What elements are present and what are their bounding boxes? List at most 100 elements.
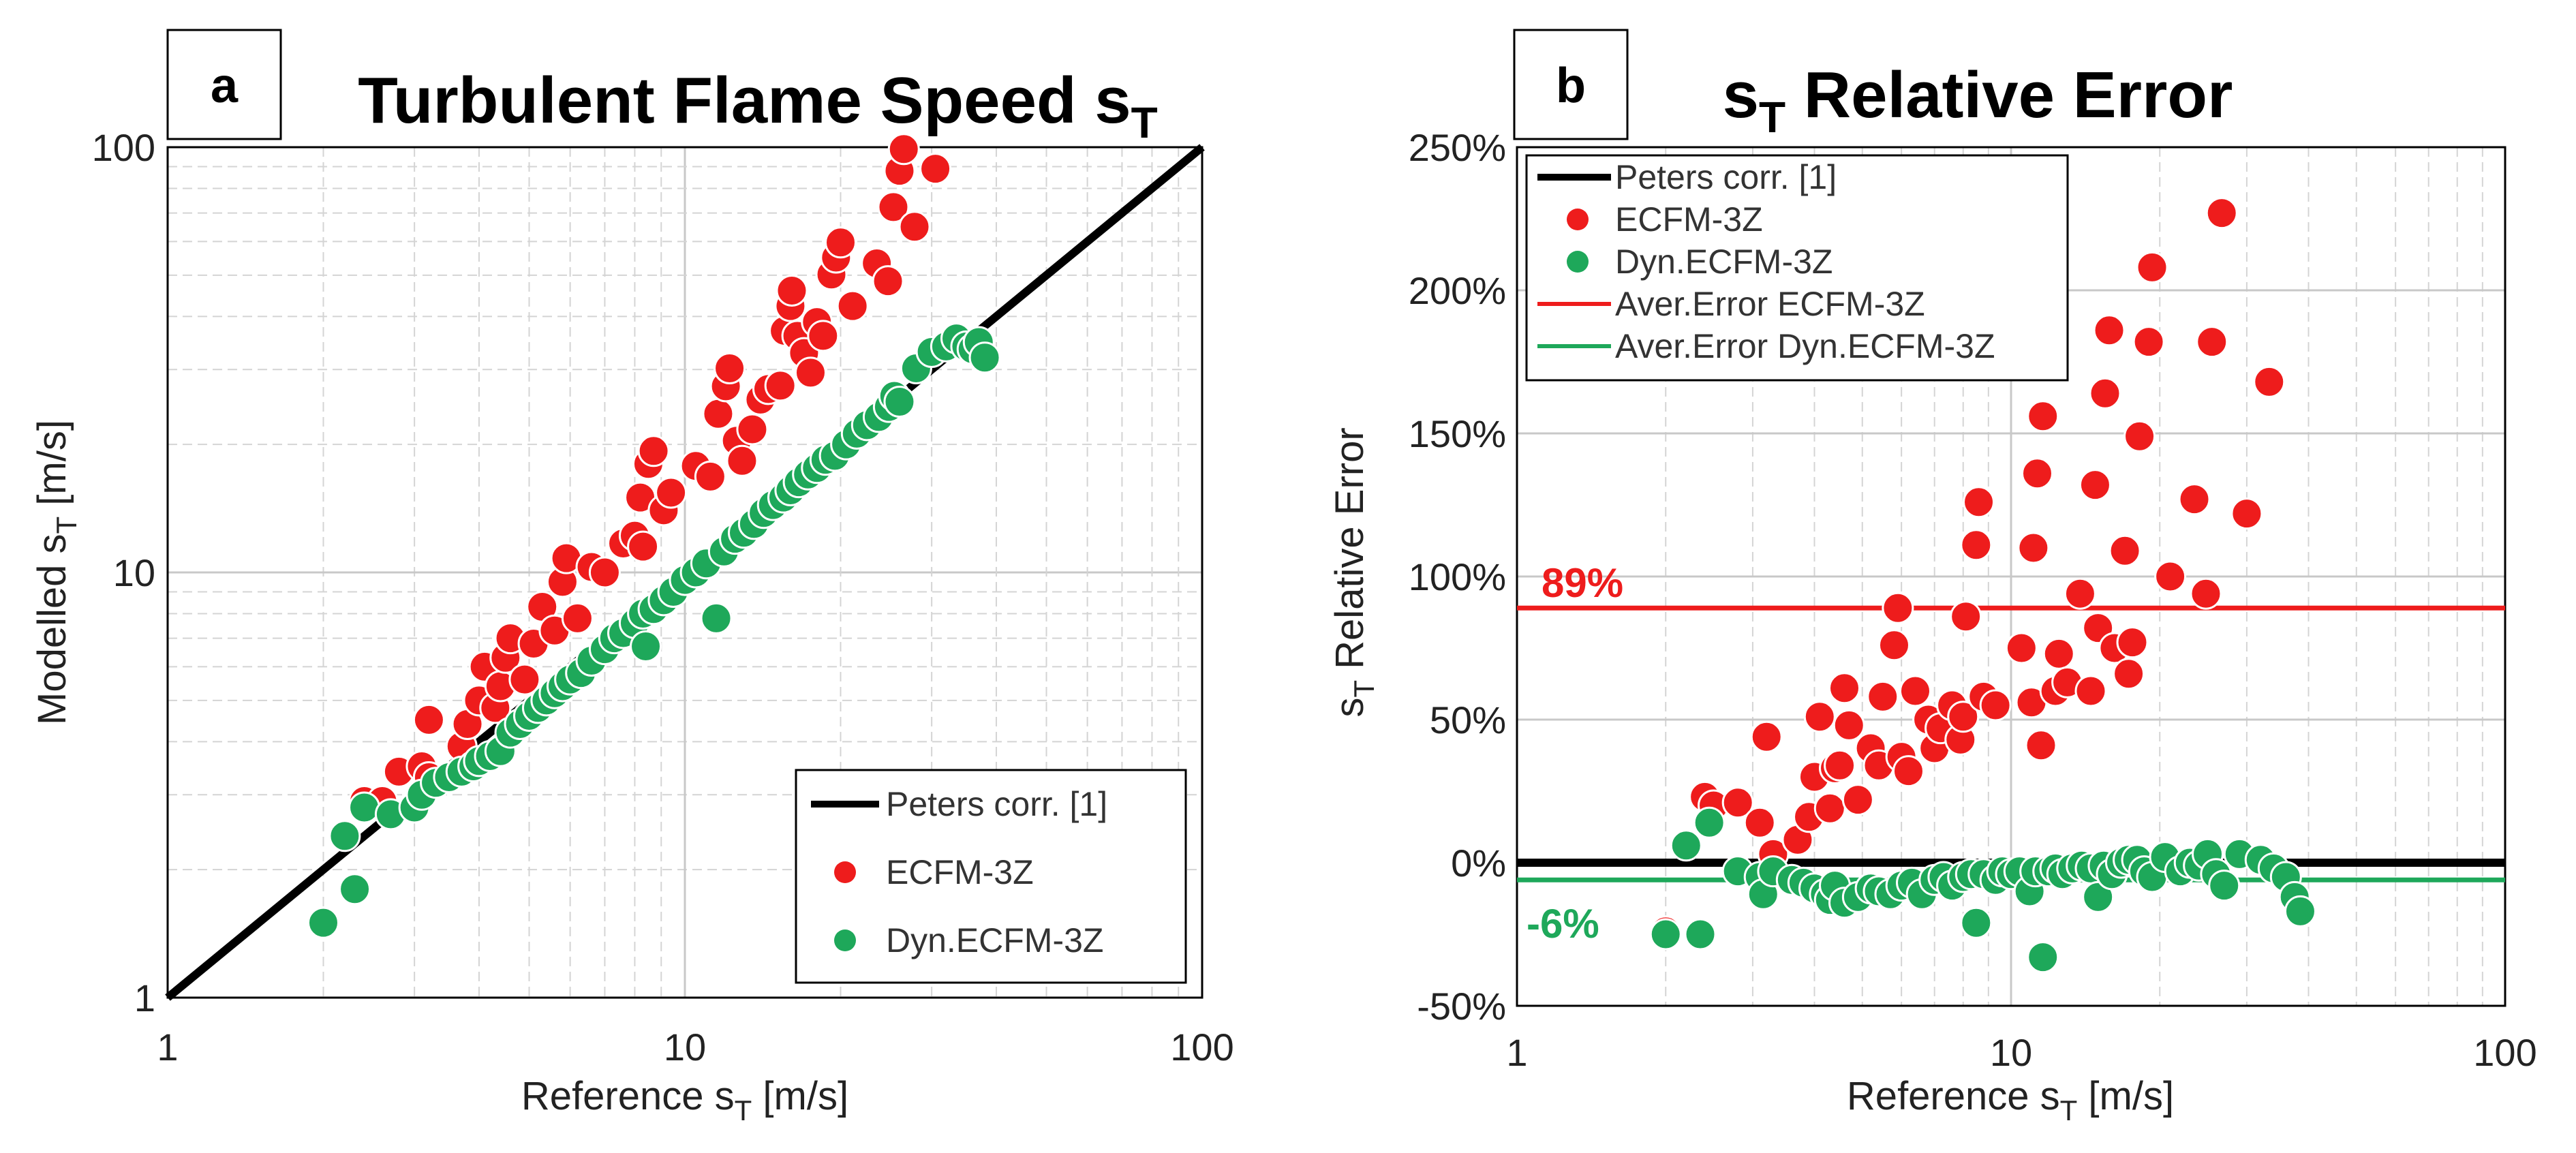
x-tick-label: 1: [1506, 1031, 1527, 1074]
panel-a-ecfm-point: [824, 226, 857, 259]
panel-b-ecfm-point: [1892, 755, 1925, 788]
panel-b-ecfm-point: [2178, 483, 2211, 516]
panel-a-ecfm-point: [877, 191, 910, 224]
panel-a-letter: a: [211, 59, 239, 113]
x-tick-label: 100: [1170, 1026, 1233, 1069]
panel-b-ecfm-point: [1743, 806, 1776, 839]
panel-a-ecfm-point: [836, 290, 869, 322]
panel-b-ecfm-point: [1828, 672, 1860, 705]
panel-b-plot-frame: [1516, 146, 2506, 1007]
panel-b-y-axis-label: sT Relative Error: [1328, 427, 1380, 717]
panel-b-ecfm-point: [2021, 457, 2053, 490]
y-tick-label: 200%: [1409, 269, 1506, 312]
panel-b-ecfm-point: [1833, 709, 1865, 741]
panel-b-letter: b: [1556, 59, 1586, 113]
y-tick-label: 250%: [1409, 126, 1506, 169]
panel-b-ecfm-point: [2042, 637, 2075, 670]
panel-a-dyn-point: [348, 791, 381, 824]
panel-a-ecfm-point: [794, 356, 827, 389]
panel-b-legend-marker-ecfm: [1567, 209, 1589, 230]
panel-b-ecfm-point: [2205, 197, 2238, 230]
panel-a-legend: Peters corr. [1] ECFM-3Z Dyn.ECFM-3Z: [795, 769, 1187, 984]
panel-b-legend-label-ecfm: ECFM-3Z: [1615, 200, 1763, 239]
panel-b-ecfm-point: [1960, 529, 1993, 562]
panel-a-ecfm-point: [694, 460, 726, 493]
panel-a-ecfm-point: [764, 369, 797, 402]
panel-a-ecfm-point: [807, 320, 840, 352]
y-tick-label: 150%: [1409, 412, 1506, 455]
y-tick-label: 1: [134, 977, 155, 1019]
panel-b-ecfm-point: [1963, 486, 1995, 519]
x-tick-label: 100: [2473, 1031, 2536, 1074]
panel-b-ecfm-point: [1950, 600, 1982, 633]
panel-b-legend-label-avg-dyn: Aver.Error Dyn.ECFM-3Z: [1615, 327, 1995, 365]
panel-b-legend-label-dyn: Dyn.ECFM-3Z: [1615, 243, 1833, 281]
panel-a-ecfm-point: [702, 397, 735, 430]
panel-a-ecfm-point: [887, 133, 920, 166]
panel-b-ecfm-point: [2109, 534, 2141, 567]
panel-b-ecfm-point: [2123, 420, 2156, 452]
panel-b-ecfm-point: [2136, 251, 2168, 283]
panel-a-dyn-point: [630, 630, 662, 663]
x-tick-label: 1: [157, 1026, 178, 1069]
panel-b-ecfm-point: [2027, 400, 2059, 433]
panel-b-ecfm-point: [2253, 365, 2286, 398]
y-tick-label: 50%: [1430, 698, 1506, 741]
y-tick-label: 0%: [1451, 842, 1506, 885]
panel-a-ecfm-point: [412, 703, 445, 736]
y-tick-label: 100%: [1409, 555, 1506, 598]
panel-b-ecfm-point: [2093, 314, 2126, 347]
x-tick-label: 10: [664, 1026, 706, 1069]
panel-a-plot-frame: [166, 146, 1203, 999]
panel-b-ecfm-point: [1824, 749, 1856, 782]
panel-b-dyn-point: [1649, 918, 1682, 951]
panel-b-ecfm-point: [1979, 689, 2012, 722]
panel-a-dyn-point: [968, 341, 1001, 374]
panel-b-ticks: 1 10 100 -50% 0% 50% 100% 150% 200% 250%: [1409, 126, 2537, 1074]
panel-a-ecfm-point: [898, 211, 931, 243]
panel-b-ecfm-point: [2017, 532, 2050, 564]
panel-a-legend-label-peters: Peters corr. [1]: [886, 785, 1107, 823]
panel-b-ecfm-point: [2089, 377, 2121, 410]
panel-b-ecfm-point: [2005, 632, 2038, 664]
panel-b-ecfm-point: [2154, 560, 2187, 593]
panel-a-legend-box: [795, 769, 1187, 984]
panel-b-legend-box: [1525, 154, 2069, 382]
panel-b-dyn-point: [2208, 870, 2241, 902]
panel-b-x-axis-label: Reference sT [m/s]: [1847, 1074, 2174, 1126]
panel-a-dyn-point: [339, 873, 371, 906]
panel-a-ecfm-point: [726, 444, 758, 477]
panel-b-ecfm-point: [1947, 701, 1980, 733]
panel-b-ecfm-point: [2079, 469, 2111, 502]
panel-a-legend-marker-ecfm: [834, 861, 856, 883]
panel-a-marks: [165, 133, 1205, 1001]
panel-a-dyn-point: [883, 386, 916, 418]
panel-a-title: Turbulent Flame Speed sT: [358, 64, 1158, 147]
panel-a-x-axis-label: Reference sT [m/s]: [521, 1074, 848, 1126]
panel-b-avg-label-dyn: -6%: [1527, 901, 1599, 947]
panel-b-ecfm-point: [1882, 591, 1914, 624]
panel-b-ecfm-point: [1899, 675, 1931, 707]
panel-b-dyn-point: [1693, 806, 1726, 839]
panel-a-ecfm-point: [655, 476, 688, 509]
panel-b-ecfm-point: [2074, 675, 2107, 707]
panel-a-dyn-point: [307, 906, 339, 939]
panel-b-ecfm-point: [2064, 577, 2096, 610]
panel-a-ecfm-point: [561, 602, 594, 634]
x-tick-label: 10: [1990, 1031, 2032, 1074]
panel-b-ecfm-point: [2190, 577, 2222, 610]
panel-b-dyn-point: [1684, 918, 1717, 951]
panel-b-dyn-point: [1960, 906, 1993, 939]
y-tick-label: 10: [113, 551, 155, 594]
panel-b-ecfm-point: [1803, 701, 1836, 733]
panel-b-dyn-point: [2284, 895, 2316, 927]
y-tick-label: 100: [92, 126, 155, 169]
panel-a-ticks: 1 10 100 1 10 100: [92, 126, 1234, 1069]
y-tick-label: -50%: [1417, 985, 1506, 1028]
panel-b-ecfm-point: [2230, 497, 2263, 530]
panel-b-title: sT Relative Error: [1723, 59, 2233, 142]
panel-b-ecfm-point: [2025, 729, 2057, 762]
panel-b-letter-box: [1513, 29, 1629, 140]
panel-b-marks: [1649, 197, 2316, 974]
panel-b-ecfm-point: [1841, 784, 1874, 816]
